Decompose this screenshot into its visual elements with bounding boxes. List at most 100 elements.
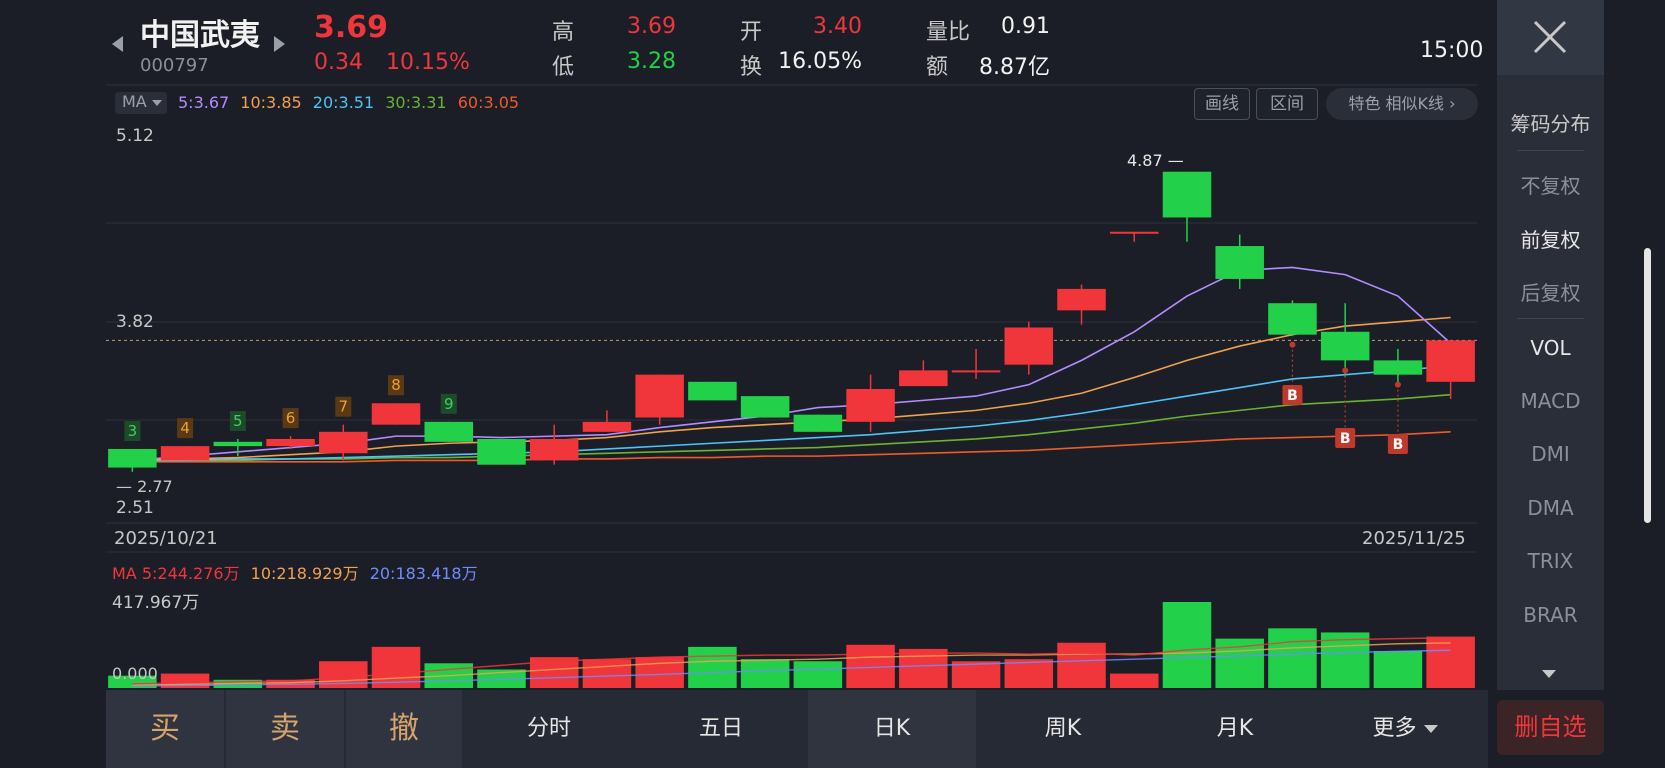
remove-watchlist-button[interactable]: 删自选 [1497, 700, 1604, 755]
turnover-value: 16.05% [778, 49, 862, 74]
close-icon [1533, 20, 1567, 54]
signal-dot [1289, 341, 1296, 348]
volume-ma5-line [132, 637, 1451, 685]
td-sequential-badge [124, 420, 141, 441]
candle-body [529, 438, 579, 461]
tab-monthly-k[interactable]: 月K [1216, 716, 1254, 741]
time-display: 15:00 [1420, 38, 1484, 63]
volume-bar [688, 646, 737, 688]
low-value: 3.28 [627, 49, 676, 74]
ma10-legend: 10:3.85 [240, 93, 302, 112]
candle-body [1215, 246, 1264, 279]
td-sequential-count: 7 [339, 398, 349, 416]
candle-body [477, 438, 526, 465]
buy-button[interactable]: 买 [106, 690, 224, 768]
candle-body [1162, 171, 1212, 218]
volume-ma-legend: MA 5:244.276万 10:218.929万 20:183.418万 [112, 560, 478, 584]
tab-daily-k[interactable]: 日K [808, 690, 976, 768]
ma-selector[interactable]: MA [115, 92, 167, 114]
sidebar-divider [1517, 318, 1584, 319]
candles: 3 4 5 6 7 8 9 [108, 171, 1475, 472]
td-sequential-count: 8 [391, 376, 401, 394]
candle-body [1320, 331, 1370, 361]
td-sequential-count: 9 [444, 395, 454, 413]
buy-signal-label: B [1340, 431, 1351, 447]
buy-signal-label: B [1287, 388, 1298, 404]
volume-bar [740, 659, 790, 688]
x-axis-end-label: 2025/11/25 [1362, 528, 1466, 549]
candle-body [582, 421, 632, 432]
ma30-legend: 30:3.31 [385, 93, 447, 112]
volume-max-label: 417.967万 [112, 593, 200, 613]
candle-body [1109, 231, 1159, 234]
volume-bars [108, 602, 1475, 688]
candle-body [1426, 340, 1475, 382]
indicator-vol[interactable]: VOL [1530, 336, 1571, 360]
indicator-dma[interactable]: DMA [1527, 496, 1574, 520]
ma20-legend: 20:3.51 [312, 93, 375, 112]
draw-line-button[interactable]: 画线 [1194, 88, 1250, 120]
similar-kline-button[interactable]: 特色 相似K线 › [1326, 88, 1478, 120]
signal-dot [1394, 381, 1401, 388]
td-sequential-count: 3 [128, 422, 138, 440]
volume-ratio-value: 0.91 [1001, 14, 1050, 39]
range-button[interactable]: 区间 [1256, 88, 1318, 120]
candle-body [108, 448, 157, 468]
amount-label: 额 [926, 55, 949, 80]
candle-body [846, 388, 895, 422]
indicator-macd[interactable]: MACD [1520, 389, 1581, 413]
chevron-down-icon [1423, 725, 1438, 733]
prev-stock-icon[interactable] [112, 36, 123, 52]
tab-five-day[interactable]: 五日 [698, 716, 743, 741]
similar-kline-label: 特色 相似K线 [1348, 94, 1445, 113]
buy-signal-label: B [1393, 437, 1404, 453]
indicator-trix[interactable]: TRIX [1527, 549, 1574, 573]
price-change: 0.34 [314, 50, 363, 75]
high-price-marker-value: 4.87 [1127, 151, 1163, 170]
tab-weekly-k[interactable]: 周K [1044, 716, 1082, 741]
high-value: 3.69 [627, 14, 676, 39]
volume-ma20-line [132, 649, 1451, 687]
td-sequential-badge [177, 418, 194, 439]
kline-chart[interactable]: 3 4 5 6 7 8 9 B B B [0, 0, 1490, 690]
volume-bar [1426, 636, 1475, 688]
no-adjust-option[interactable]: 不复权 [1520, 174, 1581, 198]
candle-body [160, 446, 210, 461]
high-price-marker: 4.87 — [1127, 151, 1184, 170]
volume-bar [1004, 659, 1054, 688]
sidebar [1497, 0, 1604, 690]
y-axis-top-label: 5.12 [116, 126, 154, 146]
candle-body [424, 421, 474, 442]
td-sequential-badge [282, 408, 299, 429]
scrollbar[interactable] [1644, 248, 1651, 523]
turnover-label: 换 [740, 55, 763, 80]
chip-distribution-button[interactable]: 筹码分布 [1510, 112, 1591, 136]
volume-bar [582, 659, 632, 688]
candle-body [319, 431, 368, 454]
candle-body [213, 441, 263, 447]
close-button[interactable] [1497, 0, 1604, 75]
candle-body [1268, 303, 1317, 335]
more-menu[interactable]: 更多 [1322, 690, 1488, 768]
volume-bar [1215, 638, 1264, 688]
volume-bar [1162, 602, 1212, 688]
forward-adjust-option[interactable]: 前复权 [1520, 228, 1581, 252]
candle-body [1373, 360, 1423, 375]
tab-intraday[interactable]: 分时 [526, 716, 571, 741]
indicator-dmi[interactable]: DMI [1531, 442, 1570, 466]
chevron-right-icon: › [1449, 94, 1456, 113]
indicator-brar[interactable]: BRAR [1523, 603, 1578, 627]
next-stock-icon[interactable] [274, 36, 285, 52]
y-axis-bottom-label: 2.51 [116, 498, 154, 518]
volume-bar [1373, 650, 1423, 688]
cancel-order-button[interactable]: 撤 [346, 690, 462, 768]
td-sequential-count: 5 [233, 412, 243, 430]
vol-ma20-legend: 20:183.418万 [369, 564, 478, 583]
chevron-down-icon [152, 100, 162, 106]
sell-button[interactable]: 卖 [226, 690, 344, 768]
y-axis-mid-label: 3.82 [116, 312, 154, 332]
backward-adjust-option[interactable]: 后复权 [1520, 281, 1581, 305]
scroll-down-icon[interactable] [1542, 670, 1556, 678]
td-sequential-count: 6 [286, 409, 296, 427]
candle-body [899, 370, 948, 387]
